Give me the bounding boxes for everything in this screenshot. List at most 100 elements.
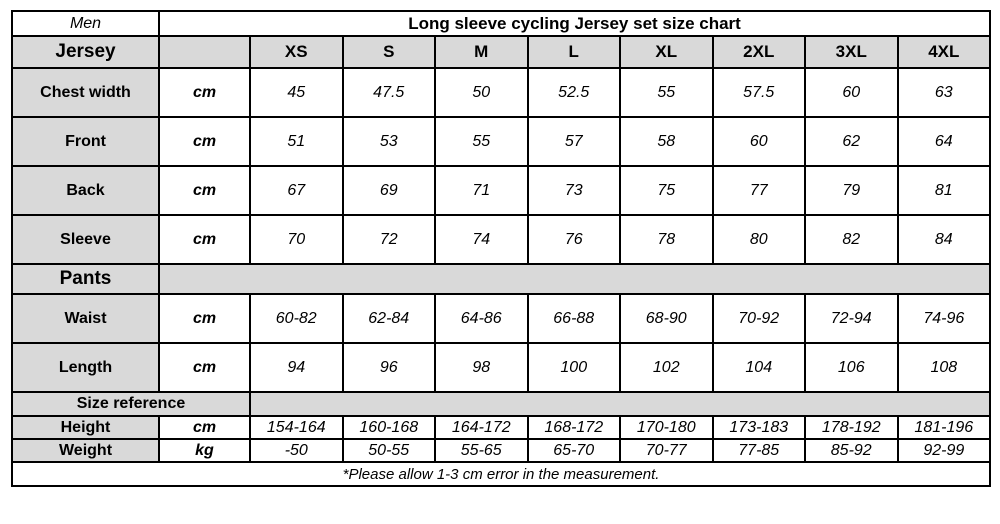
value-cell: 100 [526, 342, 621, 393]
row-label: Sleeve [11, 214, 160, 265]
pants-header-spacer [157, 263, 992, 295]
value-cell: 82 [804, 214, 899, 265]
value-cell: 81 [896, 165, 992, 216]
value-cell: 74 [434, 214, 529, 265]
value-cell: 67 [249, 165, 344, 216]
size-reference-spacer [248, 391, 992, 417]
table-row-length: Length cm 94 96 98 100 102 104 106 108 [11, 342, 992, 393]
section-pants: Pants [11, 263, 160, 295]
value-cell: 65-70 [526, 438, 621, 463]
row-label: Height [11, 415, 160, 440]
value-cell: 178-192 [804, 415, 899, 440]
size-header-s: S [341, 35, 436, 69]
value-cell: 75 [619, 165, 714, 216]
size-chart-table: Men Long sleeve cycling Jersey set size … [10, 10, 992, 487]
size-reference-header-row: Size reference [11, 391, 992, 417]
value-cell: 60 [711, 116, 806, 167]
value-cell: 63 [896, 67, 992, 118]
value-cell: 168-172 [526, 415, 621, 440]
table-row-front: Front cm 51 53 55 57 58 60 62 64 [11, 116, 992, 167]
value-cell: 73 [526, 165, 621, 216]
section-jersey: Jersey [11, 35, 160, 69]
value-cell: 60-82 [249, 293, 344, 344]
value-cell: 57 [526, 116, 621, 167]
row-label: Back [11, 165, 160, 216]
value-cell: 69 [341, 165, 436, 216]
value-cell: 94 [249, 342, 344, 393]
men-cell: Men [11, 10, 160, 37]
value-cell: 96 [341, 342, 436, 393]
value-cell: 55-65 [434, 438, 529, 463]
table-row-sleeve: Sleeve cm 70 72 74 76 78 80 82 84 [11, 214, 992, 265]
size-header-2xl: 2XL [711, 35, 806, 69]
value-cell: 76 [526, 214, 621, 265]
value-cell: 104 [711, 342, 806, 393]
value-cell: 181-196 [896, 415, 992, 440]
value-cell: 50 [434, 67, 529, 118]
unit-cell: cm [158, 293, 251, 344]
unit-cell: kg [158, 438, 251, 463]
value-cell: 79 [804, 165, 899, 216]
value-cell: 102 [619, 342, 714, 393]
row-label: Waist [11, 293, 160, 344]
value-cell: 106 [804, 342, 899, 393]
table-row-chest-width: Chest width cm 45 47.5 50 52.5 55 57.5 6… [11, 67, 992, 118]
value-cell: 164-172 [434, 415, 529, 440]
value-cell: 80 [711, 214, 806, 265]
value-cell: 60 [804, 67, 899, 118]
row-label: Front [11, 116, 160, 167]
value-cell: 47.5 [341, 67, 436, 118]
size-header-l: L [526, 35, 621, 69]
footnote: *Please allow 1-3 cm error in the measur… [10, 461, 992, 487]
value-cell: 98 [434, 342, 529, 393]
page: Men Long sleeve cycling Jersey set size … [10, 10, 992, 487]
value-cell: 45 [249, 67, 344, 118]
section-size-reference: Size reference [11, 391, 251, 417]
value-cell: -50 [249, 438, 344, 463]
value-cell: 62-84 [341, 293, 436, 344]
value-cell: 53 [341, 116, 436, 167]
value-cell: 72 [341, 214, 436, 265]
table-row-waist: Waist cm 60-82 62-84 64-86 66-88 68-90 7… [11, 293, 992, 344]
value-cell: 55 [619, 67, 714, 118]
value-cell: 77-85 [711, 438, 806, 463]
size-header-3xl: 3XL [804, 35, 899, 69]
value-cell: 62 [804, 116, 899, 167]
value-cell: 51 [249, 116, 344, 167]
value-cell: 154-164 [249, 415, 344, 440]
unit-cell: cm [158, 415, 251, 440]
pants-header-row: Pants [11, 263, 992, 295]
size-header-xl: XL [619, 35, 714, 69]
value-cell: 55 [434, 116, 529, 167]
value-cell: 52.5 [526, 67, 621, 118]
size-header-m: M [434, 35, 529, 69]
value-cell: 64-86 [434, 293, 529, 344]
unit-cell: cm [158, 342, 251, 393]
value-cell: 108 [896, 342, 992, 393]
value-cell: 74-96 [896, 293, 992, 344]
row-label: Chest width [11, 67, 160, 118]
value-cell: 57.5 [711, 67, 806, 118]
unit-cell: cm [158, 67, 251, 118]
value-cell: 173-183 [711, 415, 806, 440]
unit-header-cell [158, 35, 251, 69]
row-label: Length [11, 342, 160, 393]
value-cell: 58 [619, 116, 714, 167]
unit-cell: cm [158, 116, 251, 167]
table-row-back: Back cm 67 69 71 73 75 77 79 81 [11, 165, 992, 216]
value-cell: 72-94 [804, 293, 899, 344]
value-cell: 66-88 [526, 293, 621, 344]
unit-cell: cm [158, 214, 251, 265]
footnote-row: *Please allow 1-3 cm error in the measur… [10, 461, 992, 487]
value-cell: 68-90 [619, 293, 714, 344]
value-cell: 170-180 [619, 415, 714, 440]
value-cell: 70-92 [711, 293, 806, 344]
value-cell: 160-168 [341, 415, 436, 440]
value-cell: 70-77 [619, 438, 714, 463]
size-header-4xl: 4XL [896, 35, 992, 69]
chart-title: Long sleeve cycling Jersey set size char… [157, 10, 992, 37]
table-row-height: Height cm 154-164 160-168 164-172 168-17… [11, 415, 992, 440]
value-cell: 92-99 [896, 438, 992, 463]
value-cell: 71 [434, 165, 529, 216]
value-cell: 70 [249, 214, 344, 265]
